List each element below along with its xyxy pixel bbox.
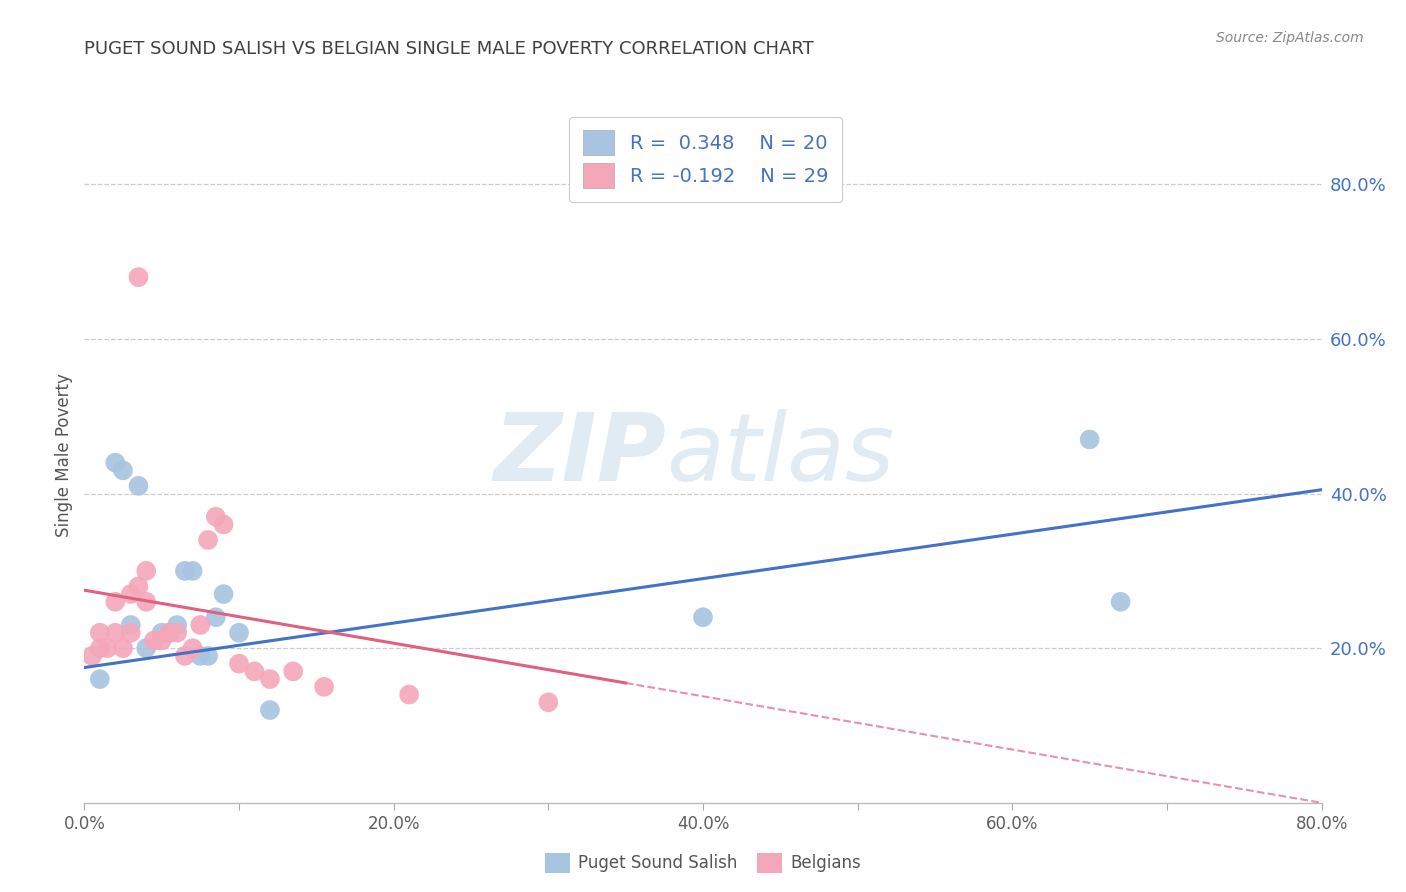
Point — [1078, 433, 1101, 447]
Point — [135, 595, 157, 609]
Point — [205, 610, 228, 624]
Point — [174, 564, 197, 578]
Point — [283, 665, 305, 679]
Point — [135, 564, 157, 578]
Point — [537, 695, 560, 709]
Point — [104, 456, 127, 470]
Point — [112, 641, 135, 656]
Point — [120, 625, 142, 640]
Point — [159, 625, 181, 640]
Text: PUGET SOUND SALISH VS BELGIAN SINGLE MALE POVERTY CORRELATION CHART: PUGET SOUND SALISH VS BELGIAN SINGLE MAL… — [84, 40, 814, 58]
Legend: Puget Sound Salish, Belgians: Puget Sound Salish, Belgians — [538, 847, 868, 880]
Point — [243, 665, 266, 679]
Text: atlas: atlas — [666, 409, 894, 500]
Point — [212, 517, 235, 532]
Point — [89, 641, 111, 656]
Point — [150, 633, 173, 648]
Point — [120, 587, 142, 601]
Point — [692, 610, 714, 624]
Point — [135, 641, 157, 656]
Point — [97, 641, 120, 656]
Text: ZIP: ZIP — [494, 409, 666, 501]
Text: Source: ZipAtlas.com: Source: ZipAtlas.com — [1216, 31, 1364, 45]
Point — [159, 625, 181, 640]
Point — [197, 648, 219, 663]
Point — [112, 463, 135, 477]
Point — [89, 625, 111, 640]
Point — [228, 657, 250, 671]
Point — [181, 641, 204, 656]
Point — [128, 579, 150, 593]
Point — [89, 672, 111, 686]
Point — [104, 625, 127, 640]
Point — [197, 533, 219, 547]
Point — [128, 479, 150, 493]
Point — [398, 688, 420, 702]
Point — [166, 625, 188, 640]
Point — [143, 633, 166, 648]
Point — [150, 625, 173, 640]
Legend: R =  0.348    N = 20, R = -0.192    N = 29: R = 0.348 N = 20, R = -0.192 N = 29 — [569, 117, 842, 202]
Point — [314, 680, 336, 694]
Point — [205, 509, 228, 524]
Point — [188, 618, 212, 632]
Point — [120, 618, 142, 632]
Point — [259, 703, 281, 717]
Point — [228, 625, 250, 640]
Point — [1109, 595, 1132, 609]
Y-axis label: Single Male Poverty: Single Male Poverty — [55, 373, 73, 537]
Point — [174, 648, 197, 663]
Point — [181, 564, 204, 578]
Point — [188, 648, 212, 663]
Point — [259, 672, 281, 686]
Point — [104, 595, 127, 609]
Point — [82, 648, 104, 663]
Point — [166, 618, 188, 632]
Point — [212, 587, 235, 601]
Point — [128, 270, 150, 285]
